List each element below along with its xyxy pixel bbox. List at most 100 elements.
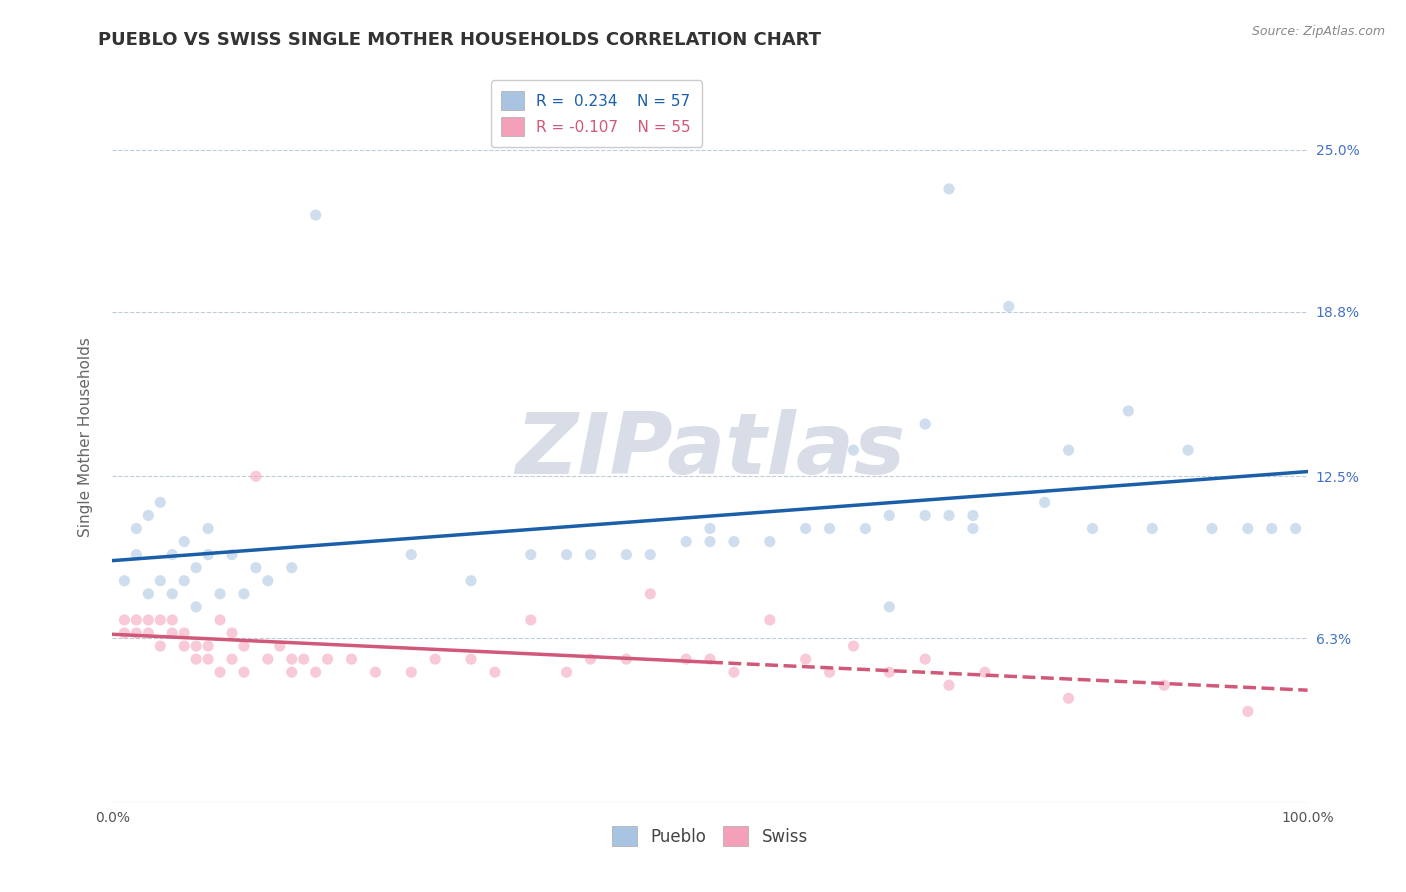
Point	[162, 613, 183, 627]
Point	[759, 613, 782, 627]
Point	[616, 652, 638, 666]
Point	[281, 652, 304, 666]
Point	[138, 587, 160, 601]
Point	[555, 548, 578, 562]
Point	[1201, 521, 1223, 535]
Point	[340, 652, 363, 666]
Point	[305, 665, 328, 680]
Point	[281, 665, 304, 680]
Point	[1033, 495, 1056, 509]
Point	[197, 639, 219, 653]
Point	[914, 652, 936, 666]
Point	[245, 560, 267, 574]
Point	[555, 665, 578, 680]
Point	[149, 639, 172, 653]
Text: Source: ZipAtlas.com: Source: ZipAtlas.com	[1251, 25, 1385, 38]
Point	[1237, 521, 1260, 535]
Text: PUEBLO VS SWISS SINGLE MOTHER HOUSEHOLDS CORRELATION CHART: PUEBLO VS SWISS SINGLE MOTHER HOUSEHOLDS…	[98, 31, 821, 49]
Point	[914, 508, 936, 523]
Point	[579, 652, 602, 666]
Point	[794, 521, 817, 535]
Point	[520, 613, 543, 627]
Point	[197, 521, 219, 535]
Y-axis label: Single Mother Households: Single Mother Households	[79, 337, 93, 537]
Point	[879, 665, 901, 680]
Point	[818, 665, 841, 680]
Point	[173, 534, 195, 549]
Point	[186, 599, 208, 614]
Point	[520, 548, 543, 562]
Point	[1057, 691, 1080, 706]
Point	[974, 665, 997, 680]
Point	[699, 534, 721, 549]
Point	[221, 626, 243, 640]
Point	[114, 613, 135, 627]
Point	[1237, 705, 1260, 719]
Point	[962, 508, 984, 523]
Point	[233, 665, 256, 680]
Point	[173, 626, 195, 640]
Point	[699, 521, 721, 535]
Point	[1081, 521, 1104, 535]
Point	[316, 652, 339, 666]
Point	[1118, 404, 1140, 418]
Point	[998, 300, 1021, 314]
Point	[125, 613, 148, 627]
Point	[138, 613, 160, 627]
Point	[723, 534, 745, 549]
Point	[209, 665, 232, 680]
Point	[114, 574, 135, 588]
Point	[699, 652, 721, 666]
Point	[186, 560, 208, 574]
Point	[938, 508, 960, 523]
Point	[460, 652, 482, 666]
Point	[305, 208, 328, 222]
Point	[173, 639, 195, 653]
Point	[1261, 521, 1284, 535]
Text: ZIPatlas: ZIPatlas	[515, 409, 905, 491]
Point	[401, 665, 423, 680]
Point	[114, 626, 135, 640]
Point	[675, 534, 697, 549]
Point	[1177, 443, 1199, 458]
Legend: Pueblo, Swiss: Pueblo, Swiss	[606, 820, 814, 853]
Point	[292, 652, 315, 666]
Point	[1057, 443, 1080, 458]
Point	[221, 652, 243, 666]
Point	[401, 548, 423, 562]
Point	[162, 587, 183, 601]
Point	[914, 417, 936, 431]
Point	[938, 182, 960, 196]
Point	[125, 521, 148, 535]
Point	[579, 548, 602, 562]
Point	[962, 521, 984, 535]
Point	[1142, 521, 1164, 535]
Point	[818, 521, 841, 535]
Point	[460, 574, 482, 588]
Point	[186, 652, 208, 666]
Point	[197, 652, 219, 666]
Point	[233, 639, 256, 653]
Point	[186, 639, 208, 653]
Point	[209, 613, 232, 627]
Point	[281, 560, 304, 574]
Point	[879, 599, 901, 614]
Point	[794, 652, 817, 666]
Point	[138, 626, 160, 640]
Point	[162, 626, 183, 640]
Point	[245, 469, 267, 483]
Point	[675, 652, 697, 666]
Point	[257, 652, 280, 666]
Point	[855, 521, 877, 535]
Point	[640, 587, 662, 601]
Point	[138, 508, 160, 523]
Point	[1153, 678, 1175, 692]
Point	[257, 574, 280, 588]
Point	[723, 665, 745, 680]
Point	[173, 574, 195, 588]
Point	[149, 495, 172, 509]
Point	[842, 443, 865, 458]
Point	[842, 639, 865, 653]
Point	[162, 548, 183, 562]
Point	[759, 534, 782, 549]
